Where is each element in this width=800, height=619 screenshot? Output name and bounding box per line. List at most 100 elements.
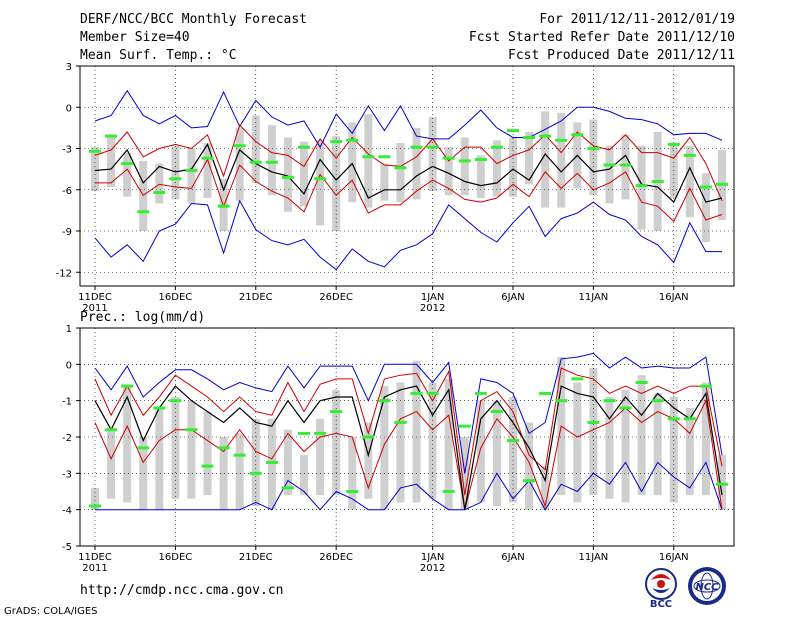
spread-box bbox=[637, 375, 646, 496]
spread-box bbox=[155, 407, 164, 510]
temperature-chart: 3 0 -3 -6 -9 -12 11DEC 16DEC 21DEC 26DEC 1JAN 6JAN 1… bbox=[56, 62, 735, 314]
spread-box bbox=[187, 148, 196, 204]
y-tick-label: 0 bbox=[66, 103, 72, 114]
min-line bbox=[94, 199, 722, 271]
lower-line bbox=[94, 399, 723, 510]
lower-line bbox=[95, 158, 723, 223]
spread-box bbox=[364, 422, 373, 499]
y-tick-label: -6 bbox=[62, 186, 72, 197]
spread-box bbox=[476, 155, 485, 198]
x-tick-label: 26DEC bbox=[319, 552, 353, 563]
spread-box bbox=[396, 143, 405, 203]
spread-box bbox=[155, 163, 164, 204]
spread-box bbox=[541, 466, 550, 510]
spread-box bbox=[107, 136, 116, 187]
spread-box bbox=[589, 119, 598, 196]
year-label: 2012 bbox=[420, 303, 445, 314]
spread-box bbox=[283, 429, 292, 496]
spread-box bbox=[444, 378, 453, 510]
spread-box bbox=[476, 400, 485, 503]
spread-box bbox=[605, 397, 614, 499]
bcc-logo: BCC bbox=[645, 568, 677, 610]
spread-box bbox=[621, 134, 630, 200]
forecast-period: For 2011/12/11-2012/01/19 bbox=[539, 12, 735, 27]
spread-box bbox=[525, 422, 534, 510]
x-tick-label: 21DEC bbox=[239, 292, 273, 303]
x-tick-label: 11DEC bbox=[78, 292, 112, 303]
spread-box bbox=[509, 397, 517, 503]
upper-line bbox=[94, 124, 723, 201]
produced-date: Fcst Produced Date 2011/12/11 bbox=[508, 48, 735, 63]
spread-box bbox=[509, 137, 517, 197]
y-tick-label: -4 bbox=[62, 506, 72, 517]
spread-box bbox=[380, 163, 389, 201]
x-tick-label: 16JAN bbox=[659, 552, 689, 563]
y-tick-label: -3 bbox=[62, 145, 72, 156]
variable-label: Mean Surf. Temp.: °C bbox=[80, 48, 237, 63]
spread-box bbox=[348, 122, 357, 203]
spread-box bbox=[396, 382, 405, 503]
x-tick-label: 11JAN bbox=[578, 292, 608, 303]
spread-box bbox=[701, 382, 710, 496]
spread-box bbox=[444, 147, 453, 196]
spread-box bbox=[685, 145, 694, 218]
spread-box bbox=[685, 407, 694, 496]
y-tick-label: 1 bbox=[66, 324, 72, 335]
plot-frame bbox=[79, 65, 735, 287]
year-label: 2012 bbox=[420, 563, 445, 574]
spread-box bbox=[91, 147, 99, 192]
x-tick-label: 11DEC bbox=[78, 552, 112, 563]
year-label: 2011 bbox=[82, 563, 107, 574]
spread-box bbox=[718, 455, 726, 510]
x-tick-label: 1JAN bbox=[421, 552, 444, 563]
y-tick-label: -9 bbox=[62, 227, 72, 238]
spread-box bbox=[123, 152, 132, 197]
site-link[interactable]: http://cmdp.ncc.cma.gov.cn bbox=[80, 583, 284, 598]
spread-box bbox=[669, 397, 678, 503]
max-line bbox=[94, 352, 723, 474]
spread-box bbox=[267, 125, 276, 196]
spread-box bbox=[91, 487, 99, 510]
bcc-logo-text: BCC bbox=[650, 599, 672, 610]
spread-box bbox=[235, 433, 244, 510]
spread-box bbox=[332, 389, 341, 496]
spread-box bbox=[380, 386, 389, 510]
spread-box bbox=[557, 112, 566, 208]
mean-line bbox=[94, 143, 723, 204]
spread-box bbox=[203, 143, 212, 198]
spread-box bbox=[139, 437, 148, 510]
x-tick-label: 26DEC bbox=[319, 292, 353, 303]
spread-box bbox=[589, 367, 598, 496]
spread-box bbox=[332, 136, 341, 231]
spread-box bbox=[219, 437, 228, 510]
spread-box bbox=[123, 386, 132, 503]
spread-box bbox=[187, 400, 196, 499]
spread-box bbox=[171, 397, 180, 499]
y-tick-label: 0 bbox=[66, 360, 72, 371]
y-tick-label: -5 bbox=[62, 542, 72, 553]
precip-label: Prec.: log(mm/d) bbox=[80, 310, 206, 325]
max-line bbox=[94, 89, 723, 149]
agency-logos: BCC NCC bbox=[645, 567, 726, 610]
ncc-logo: NCC bbox=[688, 567, 726, 605]
x-tick-label: 6JAN bbox=[501, 292, 524, 303]
x-tick-label: 1JAN bbox=[421, 292, 444, 303]
y-tick-label: -1 bbox=[62, 397, 72, 408]
x-tick-label: 11JAN bbox=[578, 552, 608, 563]
spread-box bbox=[316, 418, 325, 496]
x-tick-label: 16JAN bbox=[659, 292, 689, 303]
refer-date: Fcst Started Refer Date 2011/12/10 bbox=[468, 30, 735, 45]
chart-title: DERF/NCC/BCC Monthly Forecast bbox=[80, 12, 307, 27]
y-tick-label: 3 bbox=[66, 62, 72, 73]
spread-box bbox=[492, 400, 501, 507]
spread-box bbox=[107, 429, 116, 499]
spread-box bbox=[460, 137, 469, 196]
y-tick-label: -2 bbox=[62, 433, 72, 444]
y-tick-label: -3 bbox=[62, 469, 72, 480]
spread-box bbox=[251, 115, 260, 183]
spread-box bbox=[139, 160, 148, 231]
grads-credit: GrADS: COLA/IGES bbox=[4, 606, 98, 617]
mean-line bbox=[94, 385, 723, 510]
min-line bbox=[95, 461, 723, 511]
